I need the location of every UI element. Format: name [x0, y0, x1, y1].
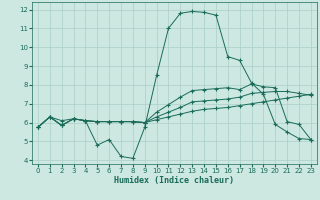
- X-axis label: Humidex (Indice chaleur): Humidex (Indice chaleur): [115, 176, 234, 185]
